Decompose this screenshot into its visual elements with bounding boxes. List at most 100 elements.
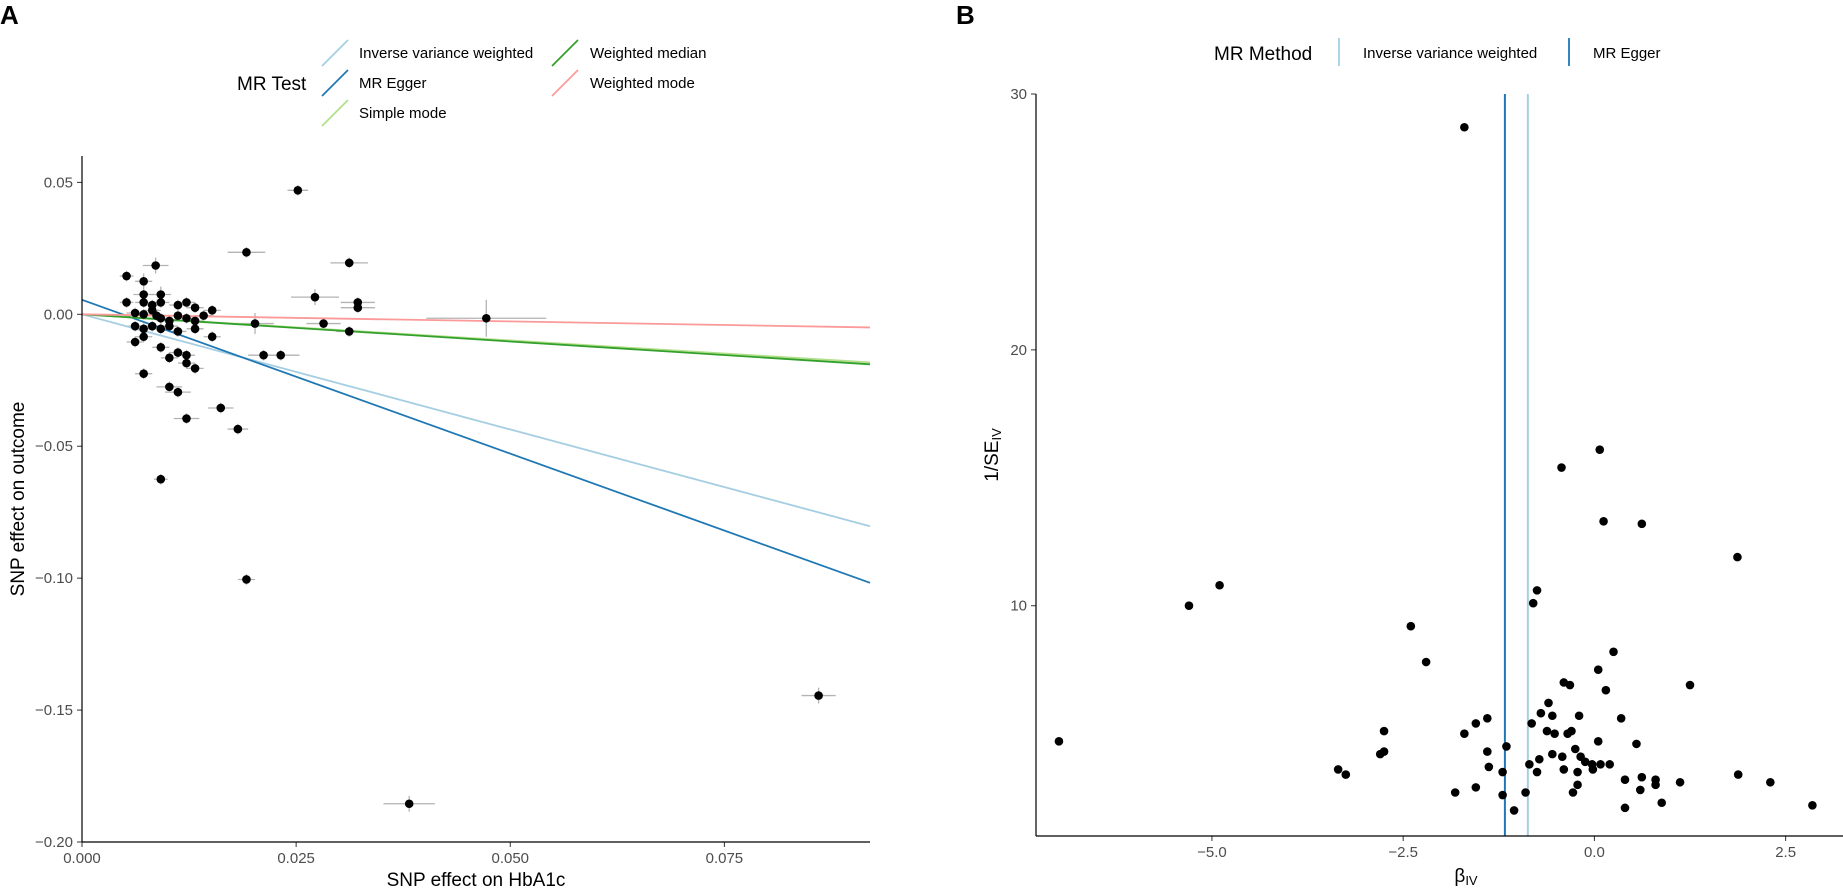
data-point — [1502, 742, 1511, 751]
data-point — [147, 321, 157, 331]
data-point — [182, 298, 191, 307]
data-point — [1544, 698, 1553, 708]
legend-b-title: MR Method — [1214, 44, 1312, 65]
data-point — [139, 310, 148, 319]
plot-area-a: 0.000 0.025 0.050 0.075 0.05 0.00 −0.05 −0.10 −0… — [35, 174, 871, 867]
legend-a-label-weighted-median: Weighted median — [590, 45, 706, 62]
x-axis-title-b-sub: IV — [1465, 873, 1478, 888]
data-point — [182, 358, 191, 368]
data-point — [139, 290, 148, 299]
legend-b-label-ivw: Inverse variance weighted — [1363, 45, 1537, 62]
data-point — [207, 332, 217, 342]
data-point — [190, 364, 200, 373]
legend-a-label-simple-mode: Simple mode — [359, 105, 447, 122]
x-tick-label-a: 0.050 — [491, 850, 529, 867]
y-axis-title-a: SNP effect on outcome — [8, 402, 29, 597]
data-point — [207, 306, 217, 315]
data-point — [1568, 788, 1578, 797]
line-mr-egger — [81, 298, 871, 584]
data-point — [1484, 762, 1494, 772]
data-point — [353, 303, 363, 313]
data-point — [122, 298, 131, 307]
data-point — [156, 324, 166, 334]
plot-area-b: −5.0 −2.5 0.0 2.5 10 20 30 — [1010, 86, 1817, 861]
data-point — [1379, 726, 1389, 736]
data-point — [1733, 552, 1742, 562]
data-point — [122, 271, 131, 281]
line-weighted-median — [81, 313, 871, 366]
y-tick-label-a: −0.15 — [35, 702, 73, 719]
data-point — [173, 327, 183, 336]
panel-b-letter: B — [956, 0, 975, 30]
y-tick-label-a: 0.00 — [44, 306, 73, 323]
data-point — [1421, 657, 1431, 667]
data-point — [1536, 708, 1546, 718]
data-point — [1733, 770, 1743, 779]
data-point — [139, 324, 148, 334]
data-point — [1528, 598, 1538, 608]
data-point — [259, 350, 268, 360]
legend-a-swatch-weighted-median — [551, 39, 579, 67]
data-point — [1548, 749, 1557, 759]
data-point — [1460, 122, 1469, 132]
data-point — [1460, 729, 1469, 738]
data-point — [1542, 726, 1552, 736]
data-point — [814, 691, 823, 700]
data-point — [242, 575, 251, 584]
line-weighted-mode — [81, 313, 871, 329]
y-axis-title-b-sub: IV — [989, 428, 1004, 441]
line-ivw — [81, 313, 871, 528]
legend-a-swatch-simple-mode — [321, 99, 349, 127]
data-point — [1593, 665, 1603, 674]
data-point — [156, 474, 166, 484]
data-point — [1521, 788, 1530, 797]
y-tick-label-a: 0.05 — [44, 174, 73, 191]
data-point — [1808, 800, 1817, 810]
data-point — [173, 300, 183, 310]
data-point — [139, 298, 148, 307]
data-point — [1637, 519, 1647, 529]
data-point — [165, 353, 174, 363]
data-point — [1535, 754, 1544, 764]
data-point — [1498, 790, 1507, 800]
data-point — [1557, 752, 1567, 761]
data-point — [1596, 760, 1605, 769]
data-point — [1333, 765, 1343, 774]
regression-lines-a — [81, 298, 871, 584]
data-point — [1595, 445, 1605, 454]
x-tick-label-a: 0.075 — [706, 850, 744, 867]
data-point — [1620, 803, 1630, 813]
data-point — [250, 319, 260, 328]
data-point — [1054, 737, 1064, 746]
legend-b-label-egger: MR Egger — [1593, 45, 1661, 62]
y-axis-title-b-main: 1/SE — [982, 441, 1003, 482]
x-axis-title-b: βIV — [1454, 866, 1478, 888]
data-point — [1599, 516, 1608, 526]
data-point — [276, 350, 286, 360]
data-point — [1548, 711, 1557, 721]
y-tick-label-a: −0.05 — [35, 438, 73, 455]
legend-a-swatch-egger — [321, 69, 349, 97]
data-point — [1527, 719, 1536, 728]
data-point — [156, 298, 166, 307]
data-point — [199, 311, 208, 320]
legend-a-swatch-weighted-mode — [551, 69, 579, 97]
data-point — [1637, 772, 1647, 782]
x-axis-title-a: SNP effect on HbA1c — [387, 870, 566, 891]
data-point — [1685, 680, 1695, 690]
data-point — [1570, 744, 1580, 754]
data-point — [1532, 767, 1542, 777]
data-point — [1632, 739, 1641, 749]
data-point — [139, 369, 148, 378]
data-point — [1559, 765, 1569, 774]
data-point — [165, 382, 174, 392]
data-point — [190, 316, 200, 326]
data-point — [1532, 586, 1542, 595]
data-point — [190, 303, 200, 313]
data-point — [1498, 767, 1507, 777]
data-point — [1573, 767, 1582, 777]
legend-a-title: MR Test — [237, 74, 307, 95]
data-point — [1616, 714, 1626, 723]
data-point — [404, 799, 414, 809]
data-point — [156, 290, 166, 299]
